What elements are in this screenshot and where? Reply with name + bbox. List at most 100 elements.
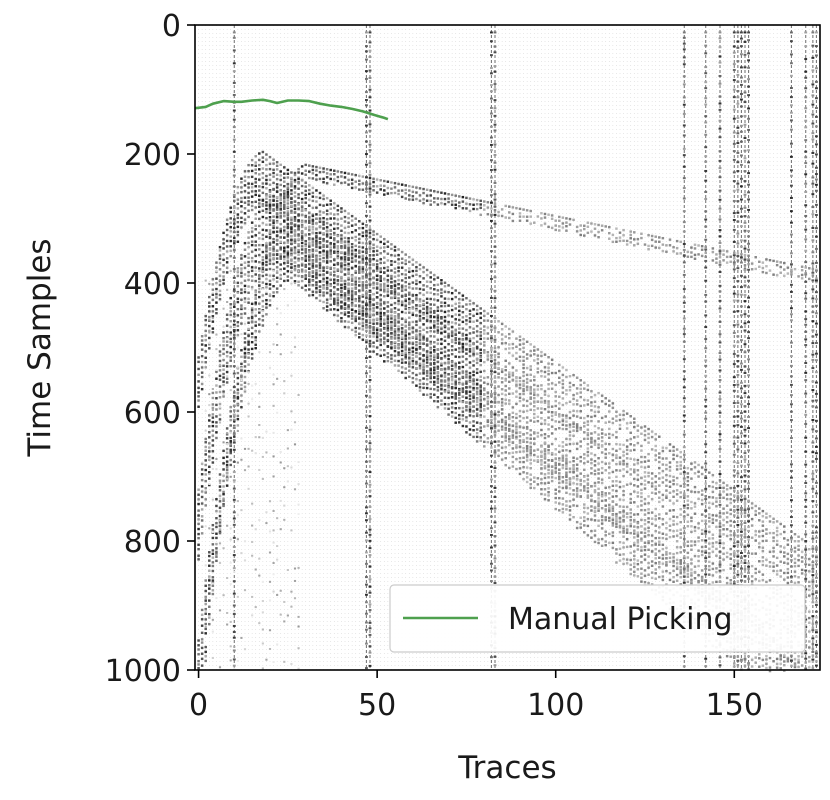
seismic-trace [250,25,254,670]
seismic-trace [404,25,407,670]
seismic-trace [618,25,622,670]
seismic-trace [461,25,465,670]
seismic-trace [272,25,275,670]
seismic-trace [490,25,493,670]
seismic-trace [508,25,511,670]
seismic-trace [629,25,632,670]
seismic-trace [211,25,215,670]
seismic-trace [533,25,536,670]
seismic-trace [254,25,257,670]
seismic-trace [504,25,507,670]
seismic-trace [550,25,554,670]
seismic-trace [400,25,404,670]
seismic-trace [232,25,236,670]
x-tick-label: 150 [706,688,763,723]
seismic-trace [365,25,368,670]
seismic-trace [454,25,457,670]
seismic-trace [500,25,504,670]
seismic-trace [597,25,600,670]
x-tick-label: 50 [358,688,396,723]
seismic-trace [368,25,372,670]
seismic-trace [258,25,261,670]
seismic-trace [286,25,290,670]
seismic-trace [529,25,532,670]
y-tick-label: 600 [124,396,181,431]
y-axis-label: Time Samples [22,238,58,457]
seismic-trace [604,25,607,670]
seismic-trace [515,25,518,670]
plot-area [194,25,820,673]
seismic-trace [347,25,350,670]
seismic-trace [393,25,397,670]
seismic-trace [222,25,225,670]
seismic-trace [354,25,357,670]
seismic-trace [475,25,479,670]
seismic-trace [429,25,432,670]
seismic-trace [465,25,468,670]
seismic-trace [436,25,440,670]
seismic-trace [611,25,615,670]
plot-background [195,25,820,670]
seismic-trace [411,25,415,670]
y-axis: 0 200 400 600 800 1000 [105,9,195,689]
seismic-trace [540,25,543,670]
seismic-trace [522,25,525,670]
seismic-trace [415,25,418,670]
seismic-trace [600,25,604,670]
seismic-trace [204,25,207,670]
seismic-trace [418,25,422,670]
seismic-trace [308,25,311,670]
seismic-trace [622,25,625,670]
seismic-trace [200,25,204,670]
seismic-trace [261,25,265,670]
seismic-trace [811,25,815,670]
y-tick-label: 400 [124,267,181,302]
seismic-trace [625,25,629,670]
seismic-trace [543,25,547,670]
seismic-trace [268,25,272,670]
seismic-trace [290,25,293,670]
seismic-trace [390,25,393,670]
seismic-trace [483,25,486,670]
axes-frame [194,24,821,671]
seismic-trace [372,25,375,670]
seismic-trace [479,25,482,670]
y-tick-label: 1000 [105,654,181,689]
seismic-trace [225,25,229,670]
seismic-trace [525,25,529,670]
seismic-trace [658,25,661,670]
seismic-trace [608,25,611,670]
seismic-trace [568,25,572,670]
seismic-trace [247,25,250,670]
seismic-trace [383,25,386,670]
seismic-trace [243,25,247,670]
seismic-trace [325,25,329,670]
seismic-trace [443,25,447,670]
seismic-trace [586,25,590,670]
seismic-trace [293,25,297,670]
seismic-trace [358,25,361,670]
seismic-trace [468,25,472,670]
legend-label-manual-picking: Manual Picking [508,602,733,637]
seismic-trace [340,25,343,670]
series-line-manual-picking [194,98,389,121]
seismic-trace [590,25,593,670]
seismic-trace [450,25,454,670]
seismic-trace [304,25,307,670]
seismic-trace [579,25,582,670]
y-tick-label: 200 [124,138,181,173]
seismic-trace [279,25,282,670]
seismic-trace [197,25,200,670]
x-axis-label: Traces [457,750,556,786]
seismic-trace [425,25,429,670]
seismic-trace [804,25,808,670]
seismic-trace [654,25,657,670]
seismic-trace [583,25,586,670]
x-tick-label: 0 [189,688,208,723]
seismic-trace [615,25,618,670]
seismic-trace [208,25,211,670]
seismic-trace [322,25,325,670]
seismic-trace [283,25,286,670]
y-tick-label: 800 [124,525,181,560]
